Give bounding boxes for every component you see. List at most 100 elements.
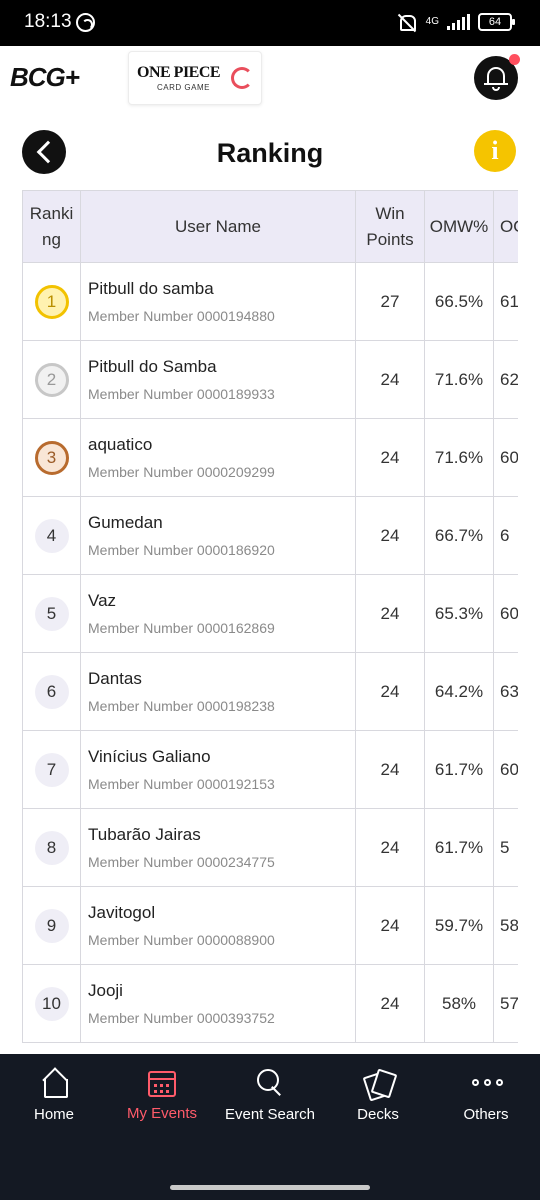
omw-cell: 65.3% [424,574,494,653]
header-omw[interactable]: OMW% [424,190,494,263]
rank-cell: 9 [22,886,81,965]
omw-cell: 59.7% [424,886,494,965]
refresh-icon [231,67,253,89]
omw-cell: 61.7% [424,730,494,809]
table-row[interactable]: 7 Vinícius Galiano Member Number 000019215… [22,730,518,809]
nav-event-search-label: Event Search [224,1106,316,1123]
title-row: Ranking i [0,118,540,188]
member-number: Member Number 0000198238 [88,698,275,714]
user-name[interactable]: Dantas [88,669,142,688]
win-points-cell: 24 [355,340,425,419]
user-name[interactable]: Tubarão Jairas [88,825,201,844]
oo-cell: 60 [493,574,518,653]
user-cell: Tubarão Jairas Member Number 0000234775 [80,808,356,887]
status-time: 18:13 [24,11,72,32]
table-row[interactable]: 2 Pitbull do Samba Member Number 000018993… [22,340,518,419]
bell-icon-clapper [492,87,500,91]
gesture-home-bar[interactable] [170,1185,370,1190]
one-piece-banner[interactable]: ONE PIECE CARD GAME [128,51,262,105]
win-points-cell: 24 [355,730,425,809]
app-logo[interactable]: BCG+ [10,62,80,92]
oo-cell: 60 [493,418,518,497]
rank-cell: 6 [22,652,81,731]
nav-home[interactable]: Home [0,1068,108,1123]
oo-cell: 5 [493,808,518,887]
rank-badge: 9 [34,908,69,943]
user-cell: Dantas Member Number 0000198238 [80,652,356,731]
oo-cell: 63 [493,652,518,731]
member-number: Member Number 0000192153 [88,776,275,792]
nav-event-search[interactable]: Event Search [216,1068,324,1123]
win-points-cell: 24 [355,808,425,887]
nav-others[interactable]: Others [432,1068,540,1123]
table-header-row: Ranking User Name Win Points OMW% OO [22,190,518,263]
omw-cell: 64.2% [424,652,494,731]
decks-icon [363,1068,393,1098]
user-name[interactable]: Javitogol [88,903,156,922]
calendar-icon [148,1071,176,1097]
header-oo[interactable]: OO [493,190,518,263]
table-row[interactable]: 8 Tubarão Jairas Member Number 0000234775 2… [22,808,518,887]
nav-others-label: Others [463,1106,509,1123]
banner-title: ONE PIECE [137,64,221,81]
oo-cell: 62 [493,340,518,419]
oo-cell: 6 [493,496,518,575]
user-name[interactable]: Gumedan [88,513,163,532]
signal-icon [447,14,470,30]
table-row[interactable]: 10 Jooji Member Number 0000393752 24 58% 57 [22,964,518,1043]
rank-cell: 5 [22,574,81,653]
user-name[interactable]: Jooji [88,981,123,1000]
rank-badge: 8 [34,830,69,865]
header-user-name[interactable]: User Name [80,190,356,263]
user-cell: Pitbull do Samba Member Number 0000189933 [80,340,356,419]
table-row[interactable]: 4 Gumedan Member Number 0000186920 24 66.7% 6 [22,496,518,575]
table-row[interactable]: 3 aquatico Member Number 0000209299 24 71.6%… [22,418,518,497]
member-number: Member Number 0000162869 [88,620,275,636]
user-name[interactable]: Pitbull do Samba [88,357,217,376]
rank-badge: 2 [34,362,69,397]
info-button[interactable]: i [474,130,516,172]
user-name[interactable]: Pitbull do samba [88,279,214,298]
table-row[interactable]: 6 Dantas Member Number 0000198238 24 64.2% 63 [22,652,518,731]
omw-cell: 61.7% [424,808,494,887]
win-points-cell: 27 [355,262,425,341]
rank-cell: 4 [22,496,81,575]
rank-cell: 8 [22,808,81,887]
nav-my-events-label: My Events [126,1105,198,1122]
notification-button[interactable] [474,54,520,100]
user-cell: Jooji Member Number 0000393752 [80,964,356,1043]
mute-icon [396,13,418,31]
battery-icon: 64 [478,13,515,31]
ranking-table: Ranking User Name Win Points OMW% OO 1 Pi… [22,190,518,1043]
user-name[interactable]: aquatico [88,435,153,454]
omw-cell: 58% [424,964,494,1043]
nav-my-events[interactable]: My Events [108,1068,216,1122]
table-row[interactable]: 5 Vaz Member Number 0000162869 24 65.3% 60 [22,574,518,653]
table-row[interactable]: 1 Pitbull do samba Member Number 000019488… [22,262,518,341]
user-name[interactable]: Vaz [88,591,117,610]
rank-cell: 7 [22,730,81,809]
nav-decks[interactable]: Decks [324,1068,432,1123]
app-header: BCG+ ONE PIECE CARD GAME [0,46,540,114]
page-title: Ranking [216,138,324,168]
oo-cell: 60 [493,730,518,809]
user-name[interactable]: Vinícius Galiano [88,747,211,766]
bell-icon-base [484,83,508,85]
back-button[interactable] [22,130,66,174]
ranking-table-container[interactable]: Ranking User Name Win Points OMW% OO 1 Pi… [22,190,518,1054]
oo-cell: 61 [493,262,518,341]
user-cell: Javitogol Member Number 0000088900 [80,886,356,965]
omw-cell: 71.6% [424,418,494,497]
rank-cell: 10 [22,964,81,1043]
status-bar: 18:13 4G 64 [0,0,540,46]
rank-cell: 3 [22,418,81,497]
header-ranking[interactable]: Ranking [22,190,81,263]
oo-cell: 58 [493,886,518,965]
user-cell: Gumedan Member Number 0000186920 [80,496,356,575]
rank-cell: 1 [22,262,81,341]
table-row[interactable]: 9 Javitogol Member Number 0000088900 24 59.7… [22,886,518,965]
win-points-cell: 24 [355,574,425,653]
user-cell: Vinícius Galiano Member Number 0000192153 [80,730,356,809]
member-number: Member Number 0000194880 [88,308,275,324]
header-win-points[interactable]: Win Points [355,190,425,263]
